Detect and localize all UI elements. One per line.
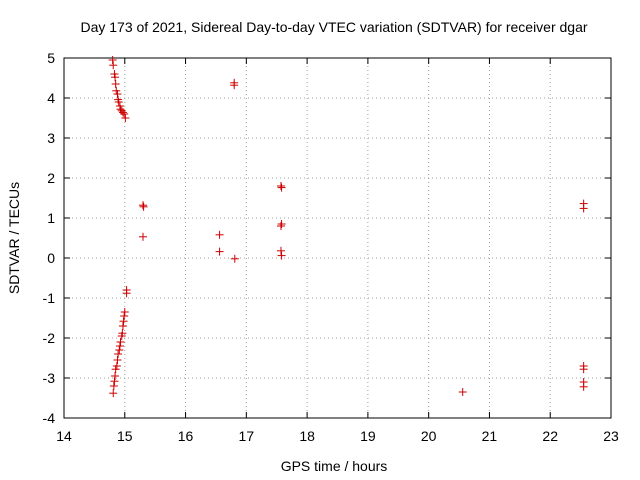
data-point: [277, 251, 286, 260]
y-tick-label: 4: [47, 90, 55, 106]
data-point: [110, 70, 119, 78]
y-tick-label: -3: [43, 370, 56, 386]
data-point: [230, 254, 239, 263]
data-point: [277, 183, 286, 192]
data-point: [112, 86, 121, 95]
data-point: [111, 372, 120, 380]
data-point: [116, 338, 125, 346]
axis-ticks: [63, 57, 612, 419]
x-axis-label: GPS time / hours: [281, 458, 388, 474]
data-point: [111, 80, 120, 88]
data-point: [120, 308, 129, 316]
data-point: [276, 246, 285, 255]
data-point: [215, 247, 224, 256]
x-tick-label: 16: [178, 428, 194, 444]
data-point: [119, 317, 128, 326]
data-point: [114, 98, 123, 106]
x-tick-label: 23: [603, 428, 619, 444]
grid: [64, 58, 611, 418]
data-point: [139, 201, 148, 210]
data-point: [109, 382, 118, 390]
x-tick-label: 19: [360, 428, 376, 444]
data-point: [111, 73, 120, 82]
data-point: [139, 202, 148, 211]
data-point: [115, 342, 124, 350]
data-points: [108, 56, 588, 398]
data-point: [276, 222, 285, 230]
data-point: [215, 230, 224, 239]
data-point: [139, 232, 148, 241]
data-point: [112, 362, 121, 370]
x-tick-label: 18: [299, 428, 315, 444]
data-point: [113, 90, 122, 98]
data-point: [122, 289, 131, 298]
y-tick-label: 3: [47, 130, 55, 146]
y-tick-labels: -4 -3 -2 -1 0 1 2 3 4 5: [43, 50, 56, 426]
data-point: [276, 182, 285, 190]
chart-title: Day 173 of 2021, Sidereal Day-to-day VTE…: [80, 19, 587, 35]
data-point: [120, 312, 129, 320]
x-tick-label: 20: [421, 428, 437, 444]
plot-frame: [63, 57, 612, 419]
data-point: [230, 81, 239, 90]
data-point: [108, 56, 117, 64]
data-point: [115, 346, 124, 354]
data-point: [118, 322, 127, 330]
y-tick-label: -4: [43, 410, 56, 426]
data-point: [113, 356, 122, 364]
x-tick-label: 22: [542, 428, 558, 444]
data-point: [111, 365, 120, 374]
data-point: [120, 110, 129, 118]
data-point: [109, 61, 118, 70]
data-point: [121, 114, 130, 122]
x-tick-label: 15: [117, 428, 133, 444]
data-point: [110, 377, 119, 386]
data-point: [579, 382, 588, 391]
data-point: [115, 102, 124, 110]
data-point: [114, 350, 123, 358]
data-point: [118, 329, 127, 338]
data-point: [118, 108, 127, 117]
data-point: [277, 220, 286, 228]
x-tick-labels: 14 15 16 17 18 19 20 21 22 23: [56, 428, 619, 444]
x-tick-label: 21: [482, 428, 498, 444]
y-tick-label: 2: [47, 170, 55, 186]
data-point: [579, 365, 588, 374]
x-tick-label: 17: [239, 428, 255, 444]
data-point: [109, 389, 118, 398]
y-tick-label: 5: [47, 50, 55, 66]
x-tick-label: 14: [56, 428, 72, 444]
y-tick-label: 1: [47, 210, 55, 226]
y-axis-label: SDTVAR / TECUs: [6, 182, 22, 294]
data-point: [579, 204, 588, 213]
y-tick-label: -1: [43, 290, 56, 306]
y-tick-label: -2: [43, 330, 56, 346]
data-point: [458, 388, 467, 396]
y-tick-label: 0: [47, 250, 55, 266]
